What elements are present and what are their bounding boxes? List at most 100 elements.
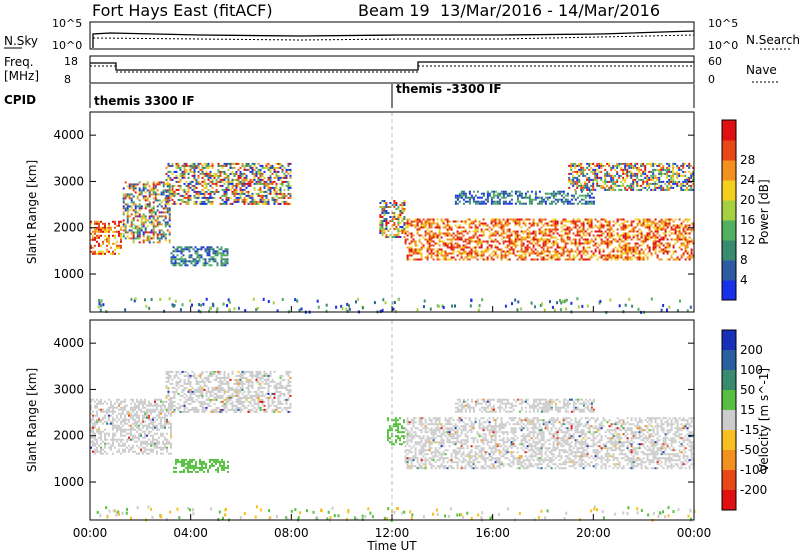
data-cell bbox=[287, 186, 290, 189]
data-cell bbox=[618, 234, 621, 237]
data-cell bbox=[528, 226, 531, 229]
data-cell bbox=[512, 244, 515, 247]
data-cell bbox=[628, 184, 631, 187]
data-cell bbox=[466, 242, 469, 245]
data-cell bbox=[140, 215, 143, 218]
data-cell bbox=[594, 170, 597, 173]
data-cell bbox=[644, 240, 647, 243]
data-cell bbox=[132, 235, 135, 238]
data-cell bbox=[432, 218, 435, 221]
data-cell bbox=[628, 236, 631, 239]
data-cell bbox=[428, 222, 431, 225]
data-cell bbox=[434, 222, 437, 225]
data-cell bbox=[96, 220, 98, 223]
data-cell bbox=[668, 174, 671, 177]
data-cell bbox=[662, 232, 665, 235]
data-cell bbox=[598, 170, 601, 173]
data-cell bbox=[674, 238, 677, 241]
data-cell bbox=[426, 232, 429, 235]
data-cell bbox=[604, 176, 607, 179]
data-cell bbox=[552, 244, 555, 247]
data-cell bbox=[656, 240, 659, 243]
data-cell bbox=[530, 232, 533, 235]
data-cell bbox=[134, 183, 137, 186]
data-cell bbox=[630, 166, 633, 169]
data-cell bbox=[92, 424, 94, 427]
data-cell bbox=[166, 446, 168, 449]
data-cell bbox=[114, 234, 116, 237]
data-cell bbox=[214, 250, 217, 253]
data-cell bbox=[476, 200, 479, 203]
data-cell bbox=[510, 238, 513, 241]
data-cell bbox=[261, 164, 264, 167]
data-cell bbox=[393, 214, 396, 216]
data-cell bbox=[401, 226, 404, 228]
data-cell bbox=[644, 254, 647, 257]
data-cell bbox=[189, 384, 192, 387]
data-cell bbox=[142, 217, 145, 220]
data-cell bbox=[648, 186, 651, 189]
data-cell bbox=[592, 184, 595, 187]
data-cell bbox=[243, 200, 246, 203]
data-cell bbox=[168, 422, 170, 425]
data-cell bbox=[197, 382, 200, 385]
data-cell bbox=[382, 298, 385, 302]
data-cell bbox=[508, 252, 511, 255]
data-cell bbox=[198, 303, 201, 307]
data-cell bbox=[650, 297, 653, 301]
data-cell bbox=[562, 238, 565, 241]
data-cell bbox=[197, 174, 200, 177]
data-cell bbox=[564, 220, 567, 223]
data-cell bbox=[389, 202, 392, 204]
data-cell bbox=[432, 236, 435, 239]
data-cell bbox=[277, 176, 280, 179]
data-cell bbox=[608, 254, 611, 257]
data-cell bbox=[624, 256, 627, 259]
data-cell bbox=[618, 304, 621, 308]
data-cell bbox=[102, 252, 104, 255]
data-cell bbox=[267, 192, 270, 195]
data-cell bbox=[225, 172, 228, 175]
data-cell bbox=[167, 196, 170, 199]
data-cell bbox=[444, 256, 447, 259]
data-cell bbox=[494, 254, 497, 257]
data-cell bbox=[586, 200, 589, 203]
data-cell bbox=[632, 234, 635, 237]
data-cell bbox=[100, 446, 102, 449]
data-cell bbox=[588, 196, 591, 199]
data-cell bbox=[92, 442, 94, 445]
data-cell bbox=[500, 192, 503, 195]
data-cell bbox=[560, 234, 563, 237]
data-cell bbox=[654, 236, 657, 239]
data-cell bbox=[518, 250, 521, 253]
data-cell bbox=[450, 238, 453, 241]
data-cell bbox=[406, 238, 409, 241]
data-cell bbox=[606, 240, 609, 243]
data-cell bbox=[96, 430, 98, 433]
data-cell bbox=[289, 162, 292, 165]
data-cell bbox=[688, 236, 691, 239]
data-cell bbox=[414, 244, 417, 247]
data-cell bbox=[672, 168, 675, 171]
data-cell bbox=[642, 178, 645, 181]
data-cell bbox=[578, 162, 581, 165]
data-cell bbox=[466, 232, 469, 235]
data-cell bbox=[682, 254, 685, 257]
data-cell bbox=[580, 170, 583, 173]
colorbar-tick-label: 28 bbox=[740, 153, 755, 167]
data-cell bbox=[560, 190, 563, 193]
data-cell bbox=[168, 233, 171, 236]
data-cell bbox=[540, 226, 543, 229]
data-cell bbox=[207, 198, 210, 201]
data-cell bbox=[154, 213, 157, 216]
data-cell bbox=[118, 252, 120, 255]
data-cell bbox=[552, 196, 555, 199]
data-cell bbox=[144, 191, 147, 194]
data-cell bbox=[616, 180, 619, 183]
data-cell bbox=[580, 230, 583, 233]
data-cell bbox=[156, 408, 158, 411]
data-cell bbox=[526, 240, 529, 243]
data-cell bbox=[620, 254, 623, 257]
data-cell bbox=[184, 246, 187, 249]
data-cell bbox=[676, 176, 679, 179]
